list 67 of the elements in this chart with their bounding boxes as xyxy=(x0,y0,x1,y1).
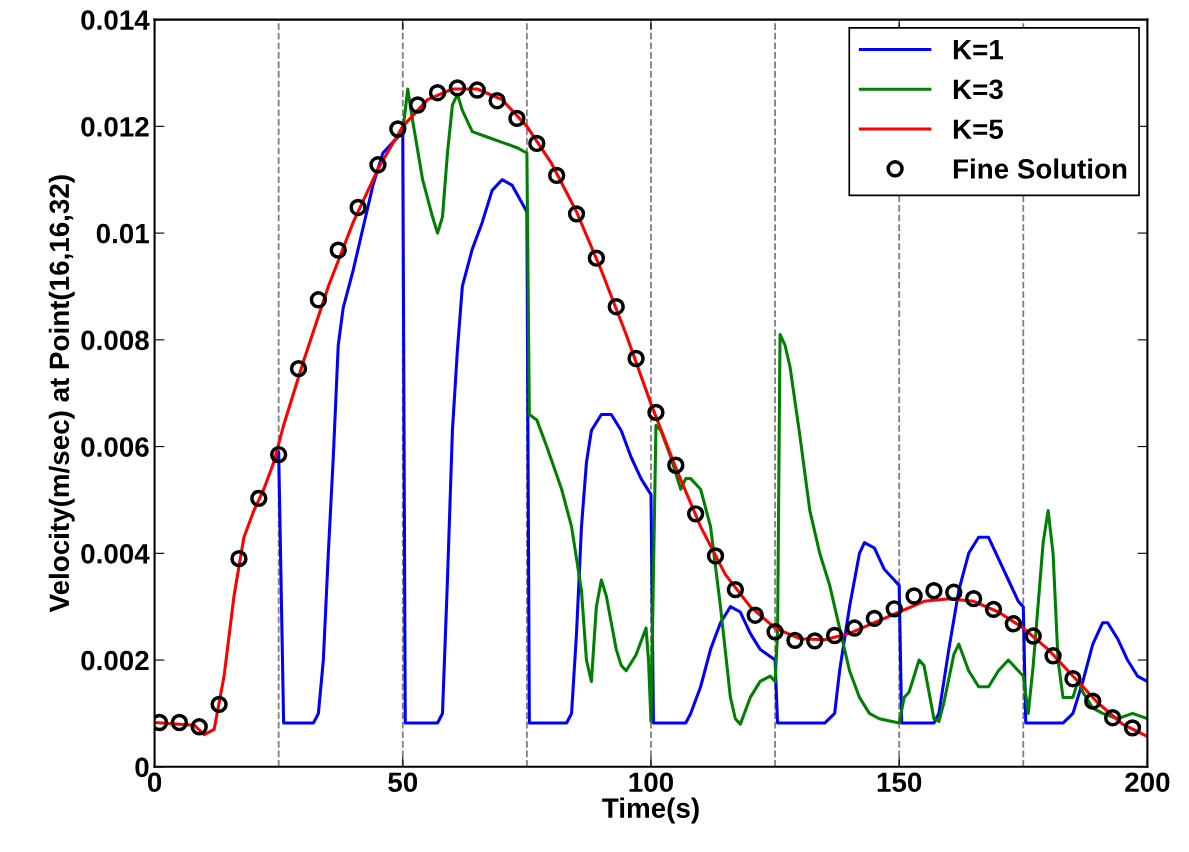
point xyxy=(230,549,248,568)
point xyxy=(865,609,884,628)
y-tick-label: 0.008 xyxy=(81,330,149,351)
y-tick-label: 0.01 xyxy=(96,223,149,244)
point xyxy=(1024,627,1042,645)
y-tick-label: 0.006 xyxy=(81,437,149,457)
point xyxy=(508,109,526,128)
x-axis-title: Time(s) xyxy=(602,797,699,824)
point xyxy=(825,626,844,645)
y-tick-label: 0.014 xyxy=(81,10,150,30)
point xyxy=(845,619,864,637)
point xyxy=(210,695,228,714)
point xyxy=(607,298,625,316)
point xyxy=(984,600,1003,619)
point xyxy=(706,547,725,565)
point xyxy=(1064,670,1082,688)
point xyxy=(170,713,189,732)
point xyxy=(528,134,546,153)
legend-label: K=5 xyxy=(953,119,1004,140)
legend-label: K=3 xyxy=(953,79,1003,100)
point xyxy=(190,718,208,736)
x-tick-label: 150 xyxy=(877,772,922,793)
point xyxy=(746,606,764,624)
point xyxy=(806,632,824,650)
y-axis-title: Velocity(m/sec) at Point(16,16,32) xyxy=(48,175,75,613)
point xyxy=(964,589,983,608)
x-tick-label: 50 xyxy=(388,772,418,793)
point xyxy=(1084,692,1102,710)
point xyxy=(468,81,486,99)
legend-label: Fine Solution xyxy=(953,158,1127,179)
point xyxy=(1123,719,1142,737)
point xyxy=(1103,709,1122,727)
point xyxy=(448,79,467,97)
point xyxy=(1004,615,1023,633)
point xyxy=(289,359,308,378)
x-tick-label: 200 xyxy=(1125,772,1170,793)
point xyxy=(766,623,784,641)
point xyxy=(309,291,328,309)
y-tick-label: 0.012 xyxy=(81,117,149,137)
point xyxy=(587,249,606,267)
point xyxy=(945,583,963,601)
point xyxy=(726,580,745,599)
point xyxy=(667,456,685,474)
point xyxy=(408,96,427,114)
point xyxy=(647,403,665,422)
point xyxy=(1044,647,1062,665)
y-tick-label: 0.004 xyxy=(81,543,150,564)
point xyxy=(627,349,645,368)
x-tick-label: 100 xyxy=(629,772,674,793)
point xyxy=(925,581,943,600)
legend-label: K=1 xyxy=(953,40,1004,60)
point xyxy=(885,600,903,618)
point xyxy=(389,120,407,138)
point xyxy=(250,489,268,508)
point xyxy=(369,156,387,174)
y-tick-label: 0 xyxy=(135,757,149,778)
point xyxy=(547,166,566,185)
point xyxy=(488,92,506,110)
point xyxy=(786,631,804,649)
point xyxy=(269,445,288,464)
point xyxy=(567,205,586,223)
point xyxy=(329,241,347,259)
point xyxy=(349,198,367,217)
point xyxy=(428,84,447,102)
point xyxy=(686,505,705,523)
y-tick-label: 0.002 xyxy=(81,650,149,671)
point xyxy=(905,587,923,605)
